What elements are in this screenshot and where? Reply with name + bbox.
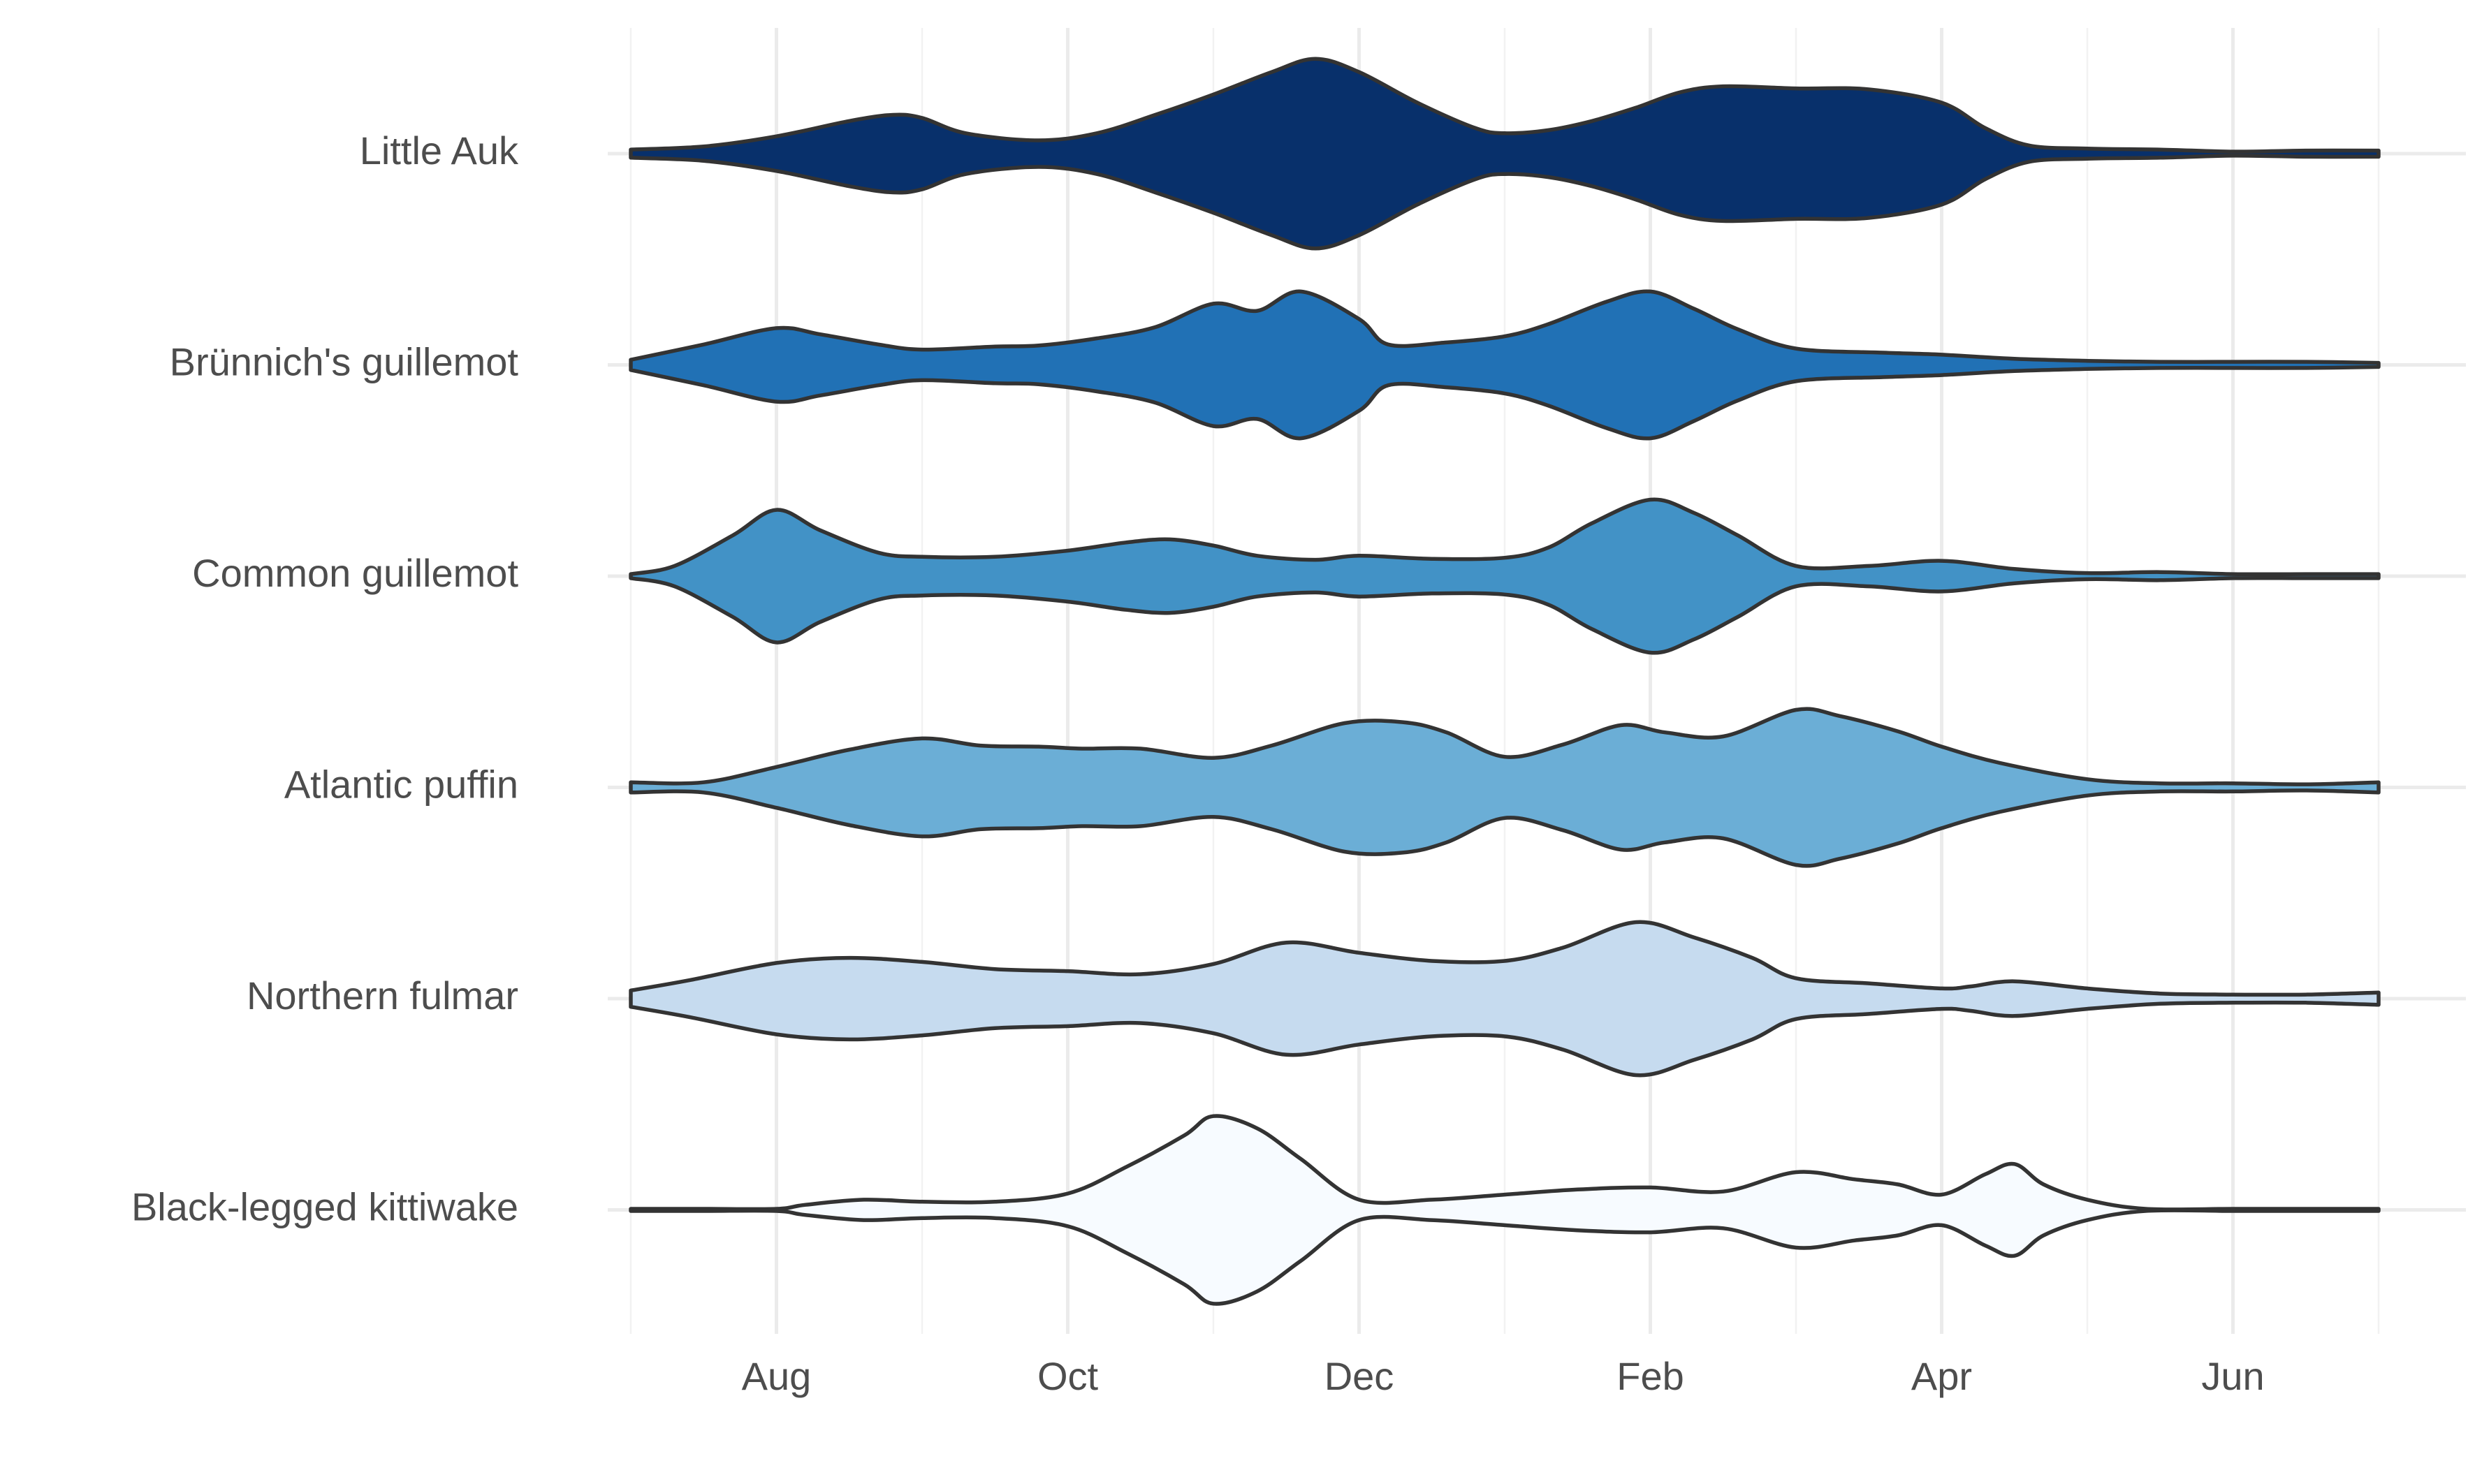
- violin-common-guillemot: [629, 497, 2381, 655]
- violin-br-nnich-s-guillemot: [629, 289, 2381, 441]
- x-tick-label: Oct: [1037, 1354, 1099, 1398]
- violin-atlantic-puffin: [629, 707, 2381, 868]
- x-tick-label: Apr: [1911, 1354, 1972, 1398]
- y-tick-label: Atlantic puffin: [284, 762, 518, 806]
- y-tick-label: Brünnich's guillemot: [170, 339, 519, 383]
- violin-little-auk: [629, 57, 2381, 251]
- x-tick-label: Aug: [742, 1354, 812, 1398]
- y-tick-label: Little Auk: [360, 128, 519, 172]
- violin-northern-fulmar: [629, 920, 2381, 1078]
- x-axis-labels: Aug Oct Dec Feb Apr Jun: [742, 1354, 2265, 1398]
- x-tick-label: Jun: [2201, 1354, 2264, 1398]
- x-tick-label: Dec: [1324, 1354, 1394, 1398]
- violin-series: [629, 57, 2381, 1306]
- y-tick-label: Northern fulmar: [247, 974, 518, 1018]
- violin-black-legged-kittiwake: [629, 1114, 2381, 1306]
- y-tick-label: Black-legged kittiwake: [131, 1184, 518, 1228]
- x-tick-label: Feb: [1616, 1354, 1684, 1398]
- grid-lines: [608, 28, 2466, 1334]
- y-tick-label: Common guillemot: [192, 551, 518, 595]
- y-axis-labels: Little Auk Brünnich's guillemot Common gui…: [131, 128, 519, 1229]
